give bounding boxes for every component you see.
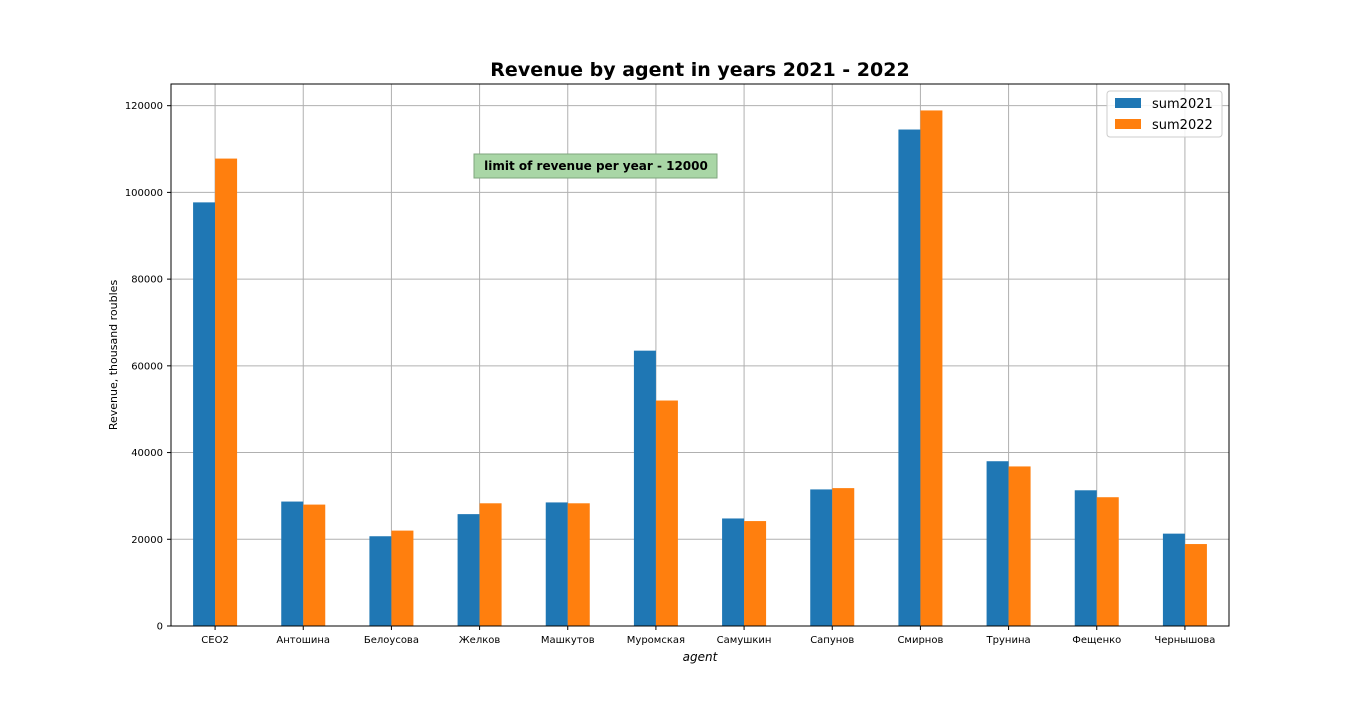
x-tick-label: Машкутов — [541, 635, 595, 646]
bar-sum2021-Трунина — [986, 461, 1009, 626]
x-tick-label: Фещенко — [1072, 635, 1121, 646]
x-tick-label: Чернышова — [1154, 635, 1215, 646]
bar-sum2022-Трунина — [1008, 466, 1031, 626]
bar-sum2022-CEO2 — [215, 158, 238, 626]
chart-title: Revenue by agent in years 2021 - 2022 — [490, 59, 909, 81]
bar-sum2021-Антошина — [281, 501, 304, 626]
bar-sum2021-Сапунов — [810, 489, 833, 626]
y-tick-label: 100000 — [125, 188, 163, 199]
y-tick-label: 60000 — [131, 361, 163, 372]
x-tick-label: Сапунов — [810, 635, 854, 646]
plot-area-frame — [170, 83, 1230, 627]
x-tick-label: Желков — [459, 635, 500, 646]
annotation: limit of revenue per year - 12000 — [473, 153, 718, 179]
bar-sum2021-Муромская — [633, 350, 656, 626]
x-tick-label: Самушкин — [717, 635, 772, 646]
annotation-text: limit of revenue per year - 12000 — [484, 159, 708, 173]
bar-sum2022-Белоусова — [391, 530, 414, 626]
bar-sum2022-Антошина — [303, 504, 326, 626]
y-axis-label: Revenue, thousand roubles — [107, 280, 120, 431]
legend-swatch-sum2022 — [1115, 119, 1141, 129]
y-tick-label: 40000 — [131, 448, 163, 459]
y-tick-label: 20000 — [131, 535, 163, 546]
bar-sum2021-Самушкин — [722, 518, 745, 626]
bar-sum2022-Желков — [479, 503, 502, 626]
bar-sum2021-Машкутов — [545, 502, 568, 626]
x-tick-label: Антошина — [276, 635, 330, 646]
bar-sum2022-Сапунов — [832, 488, 855, 626]
legend-label-sum2021: sum2021 — [1152, 97, 1213, 112]
bar-sum2022-Чернышова — [1184, 544, 1207, 626]
bars-group — [193, 110, 1207, 627]
x-tick-label: Трунина — [986, 635, 1031, 646]
bar-sum2022-Фещенко — [1096, 497, 1119, 626]
bar-sum2021-Фещенко — [1074, 490, 1097, 626]
bar-sum2021-Чернышова — [1162, 533, 1185, 626]
bar-sum2021-Желков — [457, 514, 480, 626]
x-tick-label: CEO2 — [201, 635, 229, 646]
legend: sum2021 sum2022 — [1106, 90, 1223, 138]
y-tick-label: 80000 — [131, 275, 163, 286]
y-tick-label: 0 — [157, 622, 163, 633]
x-axis-label: agent — [683, 650, 719, 664]
x-tick-label: Муромская — [627, 635, 685, 646]
x-tick-label: Смирнов — [897, 635, 943, 646]
legend-label-sum2022: sum2022 — [1152, 118, 1213, 133]
legend-swatch-sum2021 — [1115, 98, 1141, 108]
bar-sum2021-CEO2 — [193, 202, 216, 626]
y-axis-ticks: 0 20000 40000 60000 80000 100000 120000 — [125, 101, 171, 633]
x-axis-ticks: CEO2 Антошина Белоусова Желков Машкутов Муром… — [201, 626, 1215, 646]
y-tick-label: 120000 — [125, 101, 163, 112]
x-tick-label: Белоусова — [364, 635, 419, 646]
bar-sum2022-Самушкин — [744, 521, 767, 626]
annotation-box — [473, 153, 718, 179]
bar-sum2021-Белоусова — [369, 536, 392, 626]
bar-sum2022-Муромская — [655, 400, 678, 626]
bar-sum2021-Смирнов — [898, 129, 921, 626]
bar-sum2022-Машкутов — [567, 503, 590, 626]
bar-sum2022-Смирнов — [920, 110, 943, 627]
